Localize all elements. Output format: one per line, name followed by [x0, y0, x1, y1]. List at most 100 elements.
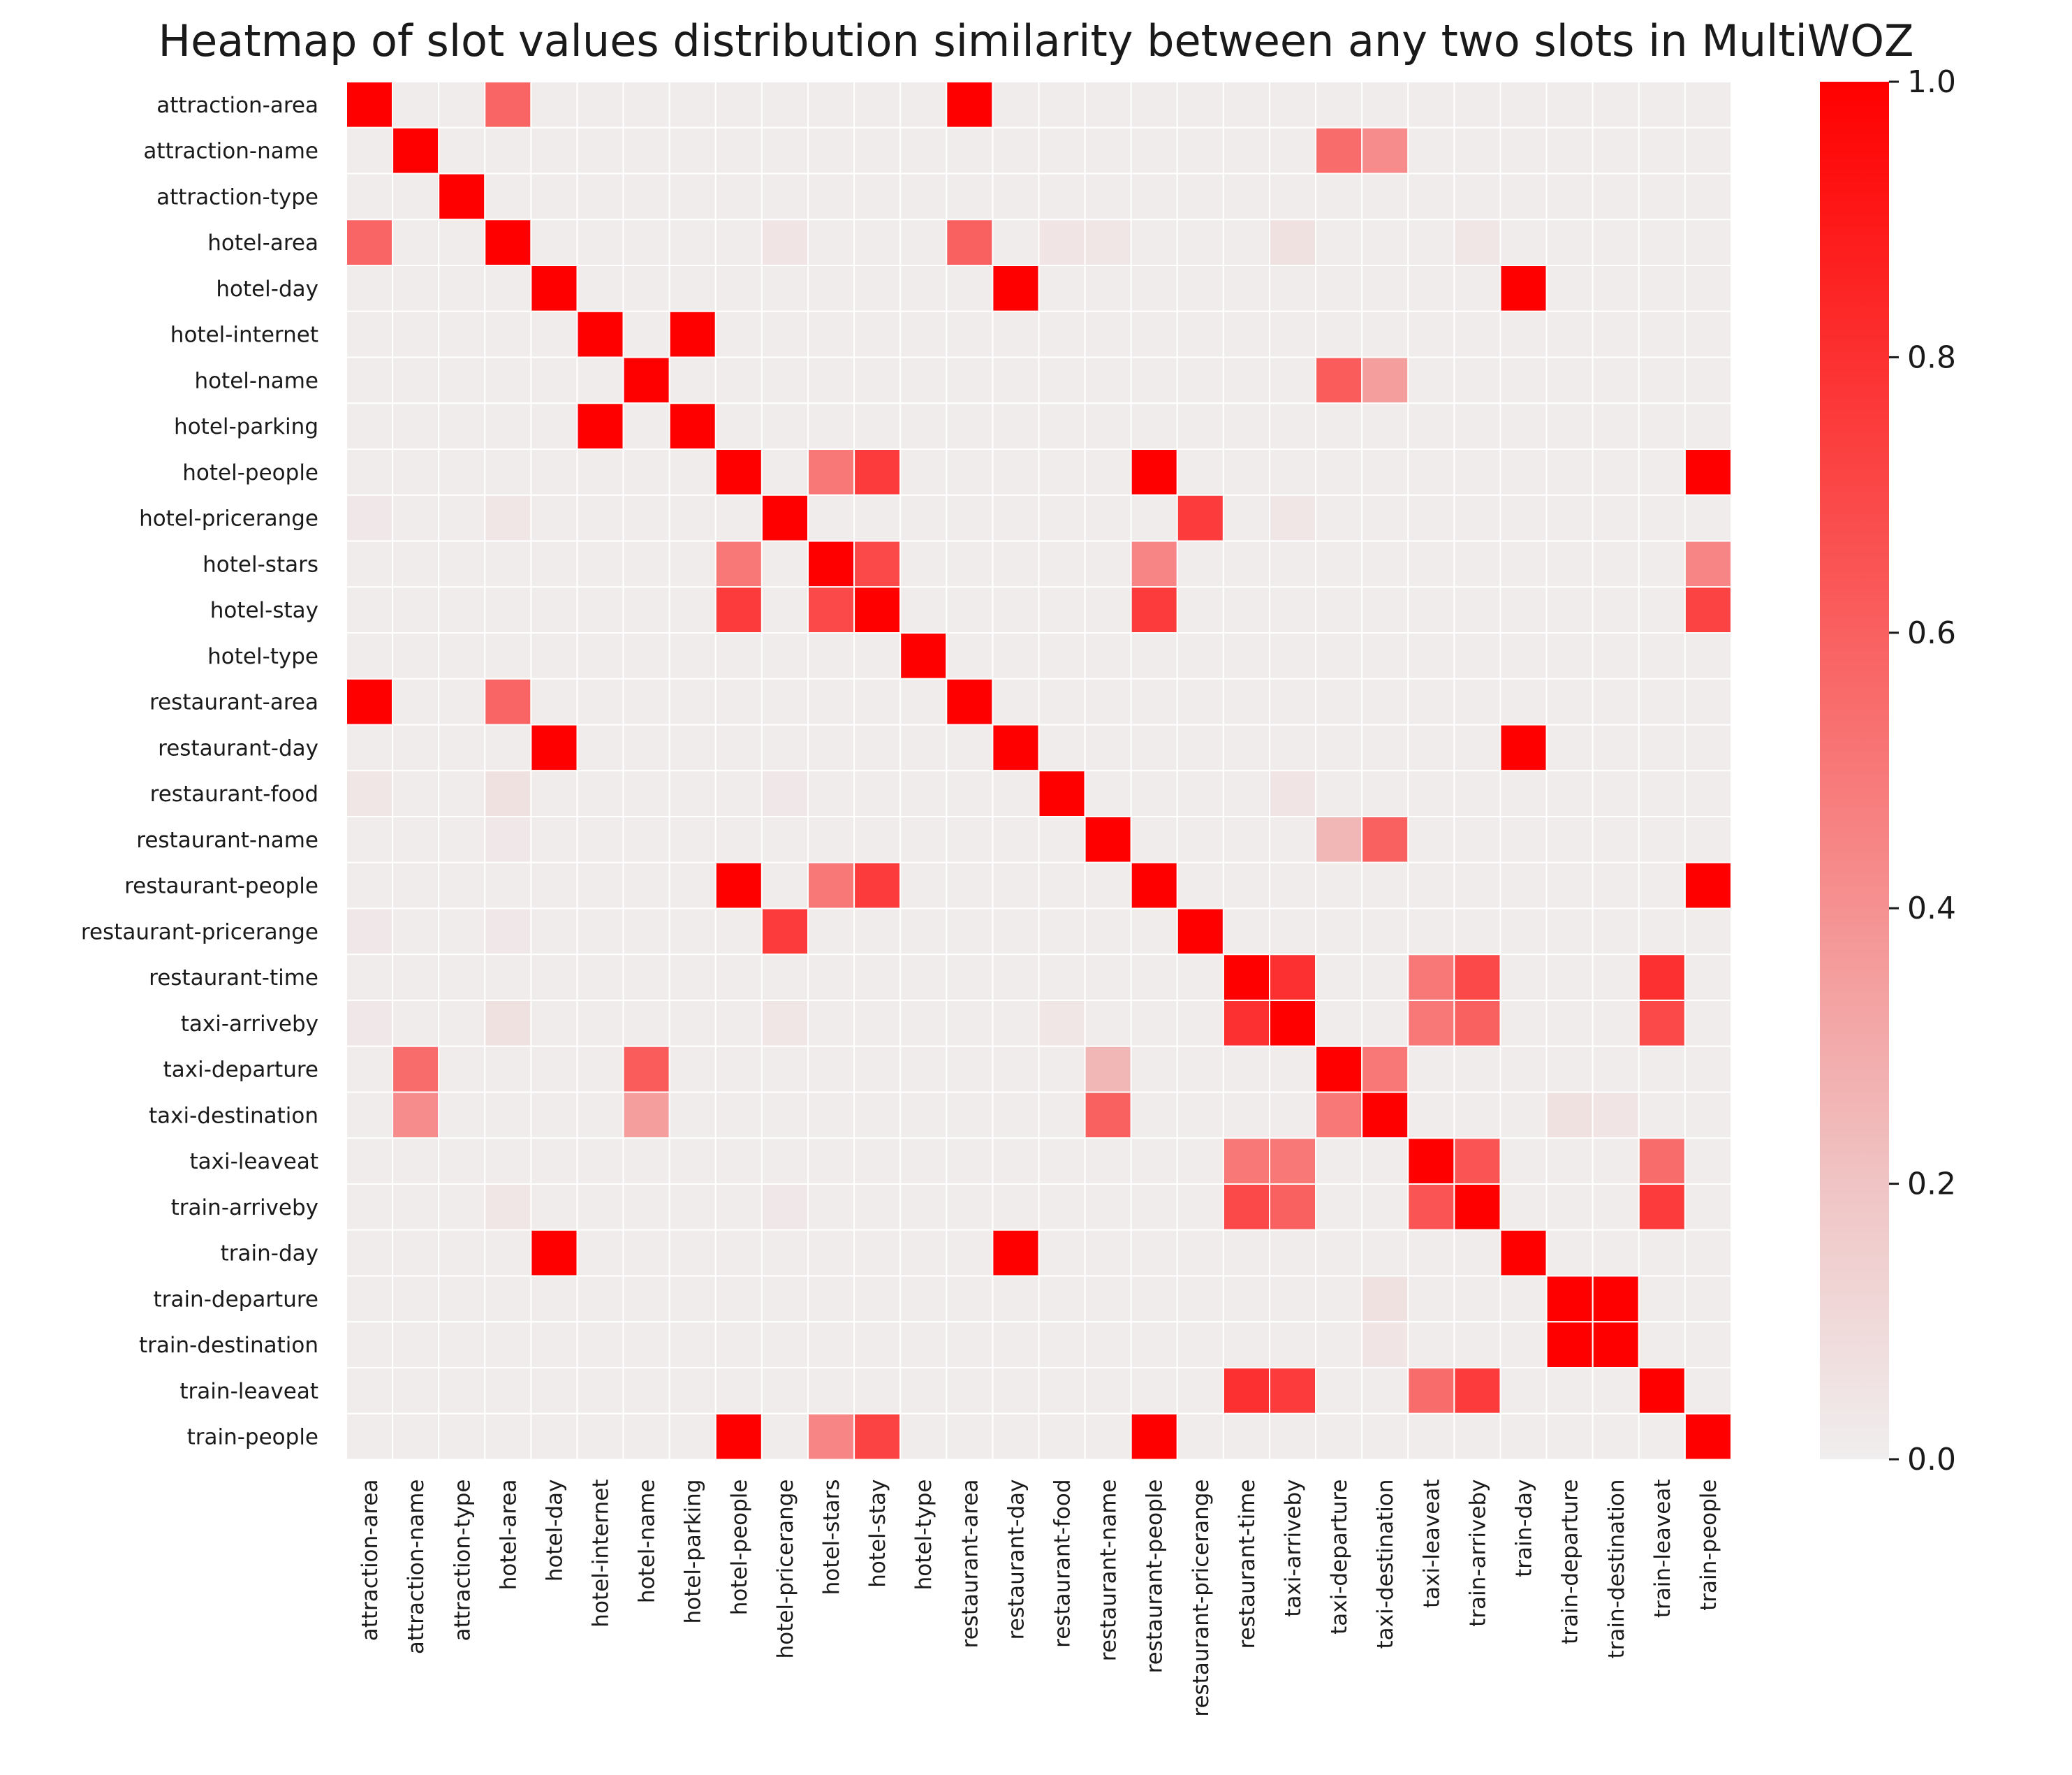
heatmap-cell — [946, 1275, 994, 1323]
heatmap-cell — [807, 219, 855, 266]
heatmap-cell — [761, 1183, 809, 1231]
heatmap-cell — [714, 310, 763, 358]
heatmap-cell — [530, 1229, 578, 1277]
heatmap-cell — [761, 402, 809, 450]
heatmap-cell — [1453, 724, 1501, 772]
heatmap-cell — [1361, 954, 1409, 1001]
heatmap-cell — [346, 1275, 394, 1323]
heatmap-cell — [946, 540, 994, 588]
heatmap-cell — [1638, 1091, 1686, 1139]
heatmap-cell — [392, 494, 440, 542]
heatmap-cell — [484, 310, 532, 358]
heatmap-cell — [1499, 1412, 1548, 1461]
heatmap-cell — [1038, 126, 1086, 175]
heatmap-cell — [714, 678, 763, 726]
heatmap-cell — [1638, 402, 1686, 450]
heatmap-cell — [1453, 81, 1501, 129]
x-tick-label: train-departure — [1558, 1480, 1583, 1644]
heatmap-cell — [1592, 402, 1640, 450]
heatmap-cell — [714, 1229, 763, 1277]
heatmap-cell — [853, 448, 902, 496]
heatmap-cell — [1684, 861, 1732, 910]
heatmap-cell — [1038, 494, 1086, 542]
heatmap-cell — [1130, 402, 1178, 450]
heatmap-cell — [946, 448, 994, 496]
heatmap-cell — [346, 724, 394, 772]
heatmap-cell — [438, 540, 486, 588]
y-tick-label: hotel-stay — [210, 598, 318, 623]
heatmap-cell — [1269, 1091, 1317, 1139]
y-tick-label: restaurant-food — [150, 782, 318, 807]
heatmap-cell — [1545, 1045, 1594, 1093]
heatmap-cell — [346, 954, 394, 1001]
heatmap-cell — [992, 816, 1040, 863]
heatmap-cell — [1407, 356, 1455, 404]
heatmap-cell — [1453, 310, 1501, 358]
heatmap-cell — [1038, 356, 1086, 404]
heatmap-cell — [807, 1091, 855, 1139]
heatmap-cell — [1545, 356, 1594, 404]
heatmap-cell — [1269, 1275, 1317, 1323]
heatmap-cell — [576, 1275, 624, 1323]
heatmap-cell — [530, 1000, 578, 1047]
heatmap-cell — [1315, 1412, 1363, 1461]
heatmap-cell — [1499, 494, 1548, 542]
heatmap-cell — [807, 540, 855, 588]
heatmap-cell — [484, 1000, 532, 1047]
heatmap-cell — [899, 81, 948, 129]
x-tick-label: restaurant-area — [957, 1480, 983, 1649]
heatmap-cell — [1592, 219, 1640, 266]
heatmap-cell — [1176, 1275, 1224, 1323]
heatmap-cell — [714, 173, 763, 221]
y-tick-label: attraction-area — [156, 93, 318, 118]
heatmap-cell — [1592, 678, 1640, 726]
heatmap-cell — [392, 402, 440, 450]
heatmap-cell — [1592, 1275, 1640, 1323]
heatmap-cell — [622, 907, 670, 956]
heatmap-cell — [1592, 724, 1640, 772]
heatmap-cell — [853, 1321, 902, 1368]
heatmap-cell — [1453, 586, 1501, 634]
heatmap-cell — [576, 310, 624, 358]
heatmap-cell — [1084, 1137, 1132, 1185]
heatmap-cell — [346, 1137, 394, 1185]
heatmap-cell — [1545, 586, 1594, 634]
heatmap-cell — [1638, 1321, 1686, 1368]
heatmap-cell — [668, 219, 717, 266]
heatmap-cell — [1222, 632, 1271, 680]
heatmap-cell — [1407, 540, 1455, 588]
heatmap-cell — [807, 1275, 855, 1323]
heatmap-cell — [899, 907, 948, 956]
heatmap-cell — [1545, 1137, 1594, 1185]
heatmap-cell — [1315, 219, 1363, 266]
heatmap-cell — [1407, 632, 1455, 680]
heatmap-cell — [807, 356, 855, 404]
heatmap-cell — [530, 448, 578, 496]
heatmap-cell — [576, 1000, 624, 1047]
heatmap-cell — [1176, 1412, 1224, 1461]
heatmap-cell — [1638, 1275, 1686, 1323]
heatmap-cell — [576, 770, 624, 817]
heatmap-cell — [853, 954, 902, 1001]
heatmap-cell — [899, 402, 948, 450]
heatmap-cell — [622, 724, 670, 772]
heatmap-cell — [853, 402, 902, 450]
heatmap-cell — [530, 310, 578, 358]
heatmap-cell — [1592, 1000, 1640, 1047]
heatmap-cell — [1407, 1137, 1455, 1185]
heatmap-cell — [1499, 310, 1548, 358]
colorbar-tick-label: 0.2 — [1907, 1167, 1956, 1202]
heatmap-cell — [1499, 861, 1548, 910]
heatmap-cell — [1684, 310, 1732, 358]
heatmap-cell — [530, 1412, 578, 1461]
heatmap-cell — [899, 586, 948, 634]
heatmap-cell — [530, 724, 578, 772]
heatmap-cell — [1269, 678, 1317, 726]
heatmap-cell — [1684, 402, 1732, 450]
heatmap-cell — [530, 219, 578, 266]
heatmap-cell — [1684, 81, 1732, 129]
heatmap-cell — [1176, 816, 1224, 863]
heatmap-cell — [899, 770, 948, 817]
heatmap-cell — [1499, 586, 1548, 634]
